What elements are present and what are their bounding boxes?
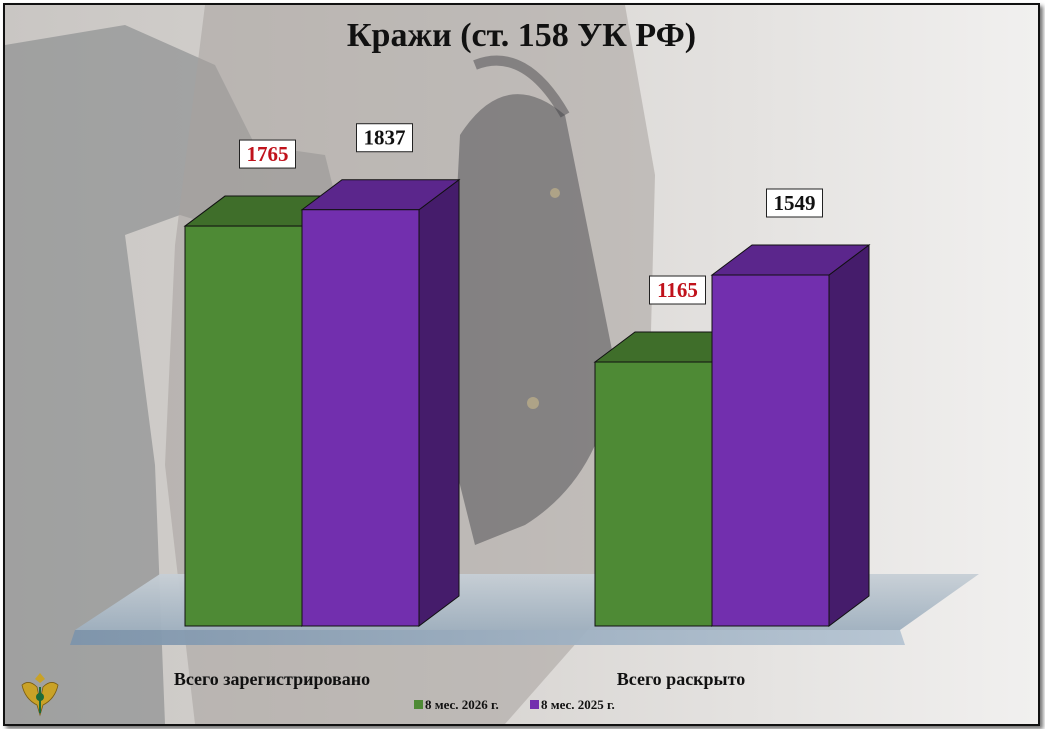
data-label-box — [356, 123, 413, 153]
bar-2025-registered — [300, 178, 461, 627]
data-label-text: 1165 — [657, 278, 698, 302]
bar-side — [418, 178, 460, 627]
data-label-1549: 1549 — [766, 188, 823, 218]
data-label-text: 1837 — [364, 126, 406, 150]
bar-2025-solved — [710, 243, 871, 627]
data-label-box — [766, 188, 823, 218]
bar-front — [301, 209, 420, 627]
data-label-box — [649, 275, 706, 305]
chart-title: Кражи (ст. 158 УК РФ) — [346, 17, 697, 54]
data-label-1765: 1765 — [239, 139, 296, 169]
data-label-box — [239, 139, 296, 169]
data-label-1837: 1837 — [356, 123, 413, 153]
chart-floor-edge — [70, 630, 905, 645]
legend-swatch-2026 — [414, 700, 423, 709]
bar-front — [184, 225, 303, 627]
category-label-solved: Всего раскрыто — [617, 669, 745, 689]
bar-side — [828, 243, 870, 627]
legend: 8 мес. 2026 г. 8 мес. 2025 г. — [414, 697, 615, 712]
data-label-text: 1549 — [774, 191, 816, 215]
category-label-registered: Всего зарегистрировано — [174, 669, 370, 689]
legend-label-2026: 8 мес. 2026 г. — [425, 697, 499, 712]
legend-swatch-2025 — [530, 700, 539, 709]
bar-front — [594, 361, 713, 627]
legend-label-2025: 8 мес. 2025 г. — [541, 697, 615, 712]
chart-frame: Кражи (ст. 158 УК РФ) 1765 1837 1165 1549 В… — [3, 3, 1040, 726]
prosecutor-emblem-icon — [21, 673, 59, 717]
data-label-text: 1765 — [247, 142, 289, 166]
bar-front — [711, 274, 830, 627]
data-label-1165: 1165 — [649, 275, 706, 305]
